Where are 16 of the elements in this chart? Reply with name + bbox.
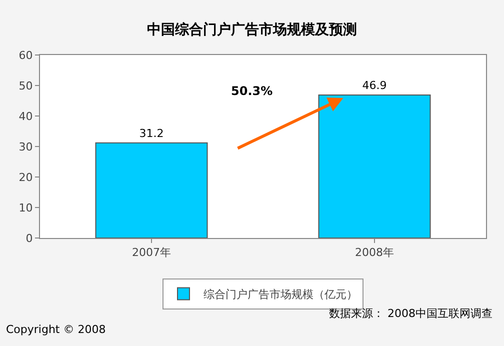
y-tick-label: 0 (26, 232, 33, 245)
legend-label: 综合门户广告市场规模（亿元） (204, 288, 358, 302)
y-tick-label: 30 (18, 140, 33, 154)
source-note: 数据来源： 2008中国互联网调查 (329, 307, 492, 320)
annotation: 50.3% (231, 84, 273, 98)
y-tick-label: 40 (18, 110, 33, 123)
data-label: 46.9 (362, 78, 387, 92)
text: Copyright © 2008 (6, 323, 106, 336)
y-tick-label: 50 (18, 79, 33, 92)
x-tick-label: 2008年 (355, 246, 394, 260)
data-label: 31.2 (139, 126, 164, 140)
y-tick-label: 60 (18, 48, 33, 62)
x-tick-label: 2007年 (132, 246, 171, 260)
chart-title: 中国综合门户广告市场规模及预测 (147, 21, 357, 38)
y-tick-label: 20 (18, 170, 33, 184)
y-tick-label: 10 (18, 201, 33, 214)
